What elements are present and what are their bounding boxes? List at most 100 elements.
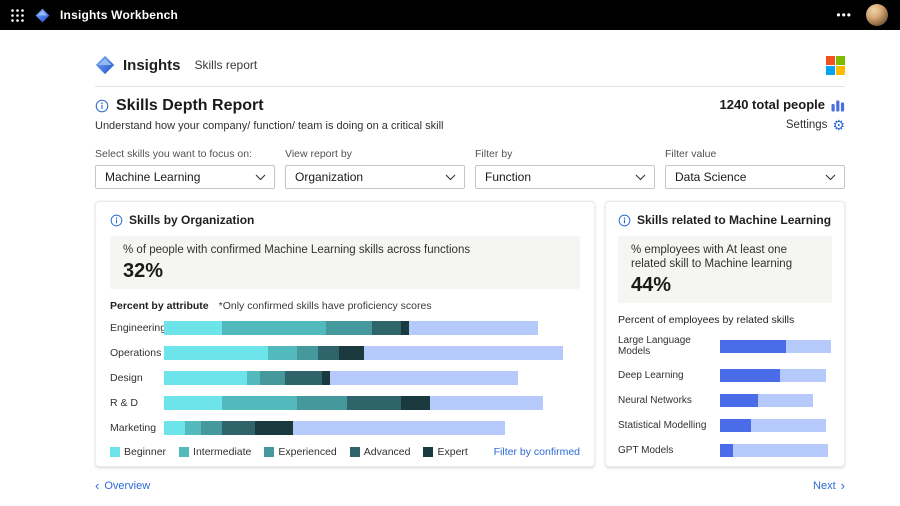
legend-item-expert[interactable]: Expert xyxy=(423,446,468,458)
bar-segment-beginner[interactable] xyxy=(164,371,248,385)
bar-segment-expert[interactable] xyxy=(401,396,431,410)
chart-heading: Percent by attribute xyxy=(110,300,209,312)
bar-segment-inferred[interactable] xyxy=(292,421,506,435)
category-label: Statistical Modelling xyxy=(618,420,707,431)
settings-button[interactable]: Settings ⚙ xyxy=(720,118,845,132)
card-title: Skills related to Machine Learning xyxy=(637,213,832,227)
proficiency-legend: Beginner Intermediate Experienced Advanced E… xyxy=(110,446,468,458)
bar-segment-beginner[interactable] xyxy=(164,346,268,360)
bar-track xyxy=(720,339,832,353)
chart-row-operations: Operations xyxy=(110,346,580,360)
bar-segment-confirmed[interactable] xyxy=(720,369,781,382)
bar-segment-confirmed[interactable] xyxy=(720,339,787,353)
bar-segment-beginner[interactable] xyxy=(164,321,223,335)
chart-row-statistical-modelling: Statistical Modelling xyxy=(618,419,832,432)
avatar[interactable] xyxy=(866,4,888,26)
app-launcher-icon[interactable] xyxy=(10,8,25,23)
chart-row-design: Design xyxy=(110,371,580,385)
microsoft-logo[interactable] xyxy=(826,55,845,75)
bar-segment-expert[interactable] xyxy=(255,421,293,435)
bar-chart-icon xyxy=(831,98,845,112)
bar-segment-inferred[interactable] xyxy=(751,419,827,432)
bar-segment-confirmed[interactable] xyxy=(720,394,759,407)
bar-track xyxy=(164,371,580,385)
bar-segment-intermediate[interactable] xyxy=(247,371,260,385)
filter-report-by: View report by Organization xyxy=(285,148,465,189)
bar-segment-inferred[interactable] xyxy=(409,321,539,335)
bar-track xyxy=(164,421,580,435)
legend-item-beginner[interactable]: Beginner xyxy=(110,446,166,458)
bar-segment-confirmed[interactable] xyxy=(720,444,734,457)
bar-segment-experienced[interactable] xyxy=(297,346,318,360)
bar-segment-experienced[interactable] xyxy=(259,371,285,385)
insights-logo-icon xyxy=(35,8,50,23)
kpi-value: 44% xyxy=(631,274,672,296)
chevron-left-icon: ‹ xyxy=(95,478,100,493)
chart-row-large-language-models: Large Language Models xyxy=(618,335,832,357)
next-link[interactable]: Next › xyxy=(813,479,845,492)
bar-segment-advanced[interactable] xyxy=(347,396,402,410)
page-title: Skills Depth Report xyxy=(116,97,264,114)
bar-segment-inferred[interactable] xyxy=(758,394,813,407)
legend-label: Beginner xyxy=(124,446,167,458)
bar-segment-inferred[interactable] xyxy=(733,444,828,457)
filter-by-confirmed-link[interactable]: Filter by confirmed xyxy=(493,446,580,458)
category-label: Operations xyxy=(110,347,162,359)
chart-row-marketing: Marketing xyxy=(110,421,580,435)
legend-item-intermediate[interactable]: Intermediate xyxy=(179,446,251,458)
bar-segment-inferred[interactable] xyxy=(786,339,831,353)
card-title: Skills by Organization xyxy=(129,213,255,227)
chart-heading: Percent of employees by related skills xyxy=(618,314,795,326)
kpi-box: % employees with At least one related sk… xyxy=(618,236,832,303)
bar-segment-inferred[interactable] xyxy=(430,396,543,410)
bar-segment-intermediate[interactable] xyxy=(268,346,298,360)
filter-label: Select skills you want to focus on: xyxy=(95,148,252,160)
legend-label: Intermediate xyxy=(193,446,252,458)
legend-swatch xyxy=(423,447,434,457)
bar-segment-advanced[interactable] xyxy=(284,371,323,385)
bar-segment-advanced[interactable] xyxy=(317,346,339,360)
filter-by: Filter by Function xyxy=(475,148,655,189)
info-icon[interactable] xyxy=(95,99,109,113)
bar-segment-experienced[interactable] xyxy=(201,421,223,435)
bar-segment-inferred[interactable] xyxy=(363,346,564,360)
bar-segment-intermediate[interactable] xyxy=(222,396,298,410)
bar-segment-intermediate[interactable] xyxy=(184,421,202,435)
overview-back-link[interactable]: ‹ Overview xyxy=(95,479,150,492)
settings-label: Settings xyxy=(785,119,828,131)
filter-value-select[interactable]: Data Science xyxy=(665,165,845,189)
legend-label: Advanced xyxy=(363,446,411,458)
skills-by-organization-chart: Engineering Operations Design R & D Marketin… xyxy=(110,321,580,435)
legend-item-advanced[interactable]: Advanced xyxy=(349,446,411,458)
bar-segment-beginner[interactable] xyxy=(164,396,223,410)
topbar: Insights Workbench ••• xyxy=(0,0,900,30)
info-icon[interactable] xyxy=(618,214,631,227)
report-by-select[interactable]: Organization xyxy=(285,165,465,189)
chevron-right-icon: › xyxy=(840,478,845,493)
bar-segment-advanced[interactable] xyxy=(222,421,256,435)
bar-segment-beginner[interactable] xyxy=(164,421,185,435)
bar-track xyxy=(164,346,580,360)
legend-label: Expert xyxy=(437,446,468,458)
footer-nav: ‹ Overview Next › xyxy=(95,479,845,492)
bar-segment-inferred[interactable] xyxy=(330,371,518,385)
bar-segment-experienced[interactable] xyxy=(297,396,348,410)
title-block: Skills Depth Report Understand how your … xyxy=(95,97,845,132)
bar-segment-expert[interactable] xyxy=(338,346,364,360)
category-label: Marketing xyxy=(110,422,157,434)
category-label: R & D xyxy=(110,397,139,409)
more-icon[interactable]: ••• xyxy=(836,8,852,22)
bar-segment-inferred[interactable] xyxy=(780,369,827,382)
info-icon[interactable] xyxy=(110,214,123,227)
filter-by-select[interactable]: Function xyxy=(475,165,655,189)
filter-label: View report by xyxy=(285,148,352,160)
bar-segment-confirmed[interactable] xyxy=(720,419,752,432)
legend-item-experienced[interactable]: Experienced xyxy=(264,446,337,458)
bar-segment-intermediate[interactable] xyxy=(222,321,327,335)
select-value: Function xyxy=(485,170,532,184)
bar-segment-experienced[interactable] xyxy=(326,321,372,335)
bar-segment-expert[interactable] xyxy=(401,321,410,335)
bar-segment-advanced[interactable] xyxy=(371,321,402,335)
skill-select[interactable]: Machine Learning xyxy=(95,165,275,189)
bar-segment-expert[interactable] xyxy=(322,371,331,385)
